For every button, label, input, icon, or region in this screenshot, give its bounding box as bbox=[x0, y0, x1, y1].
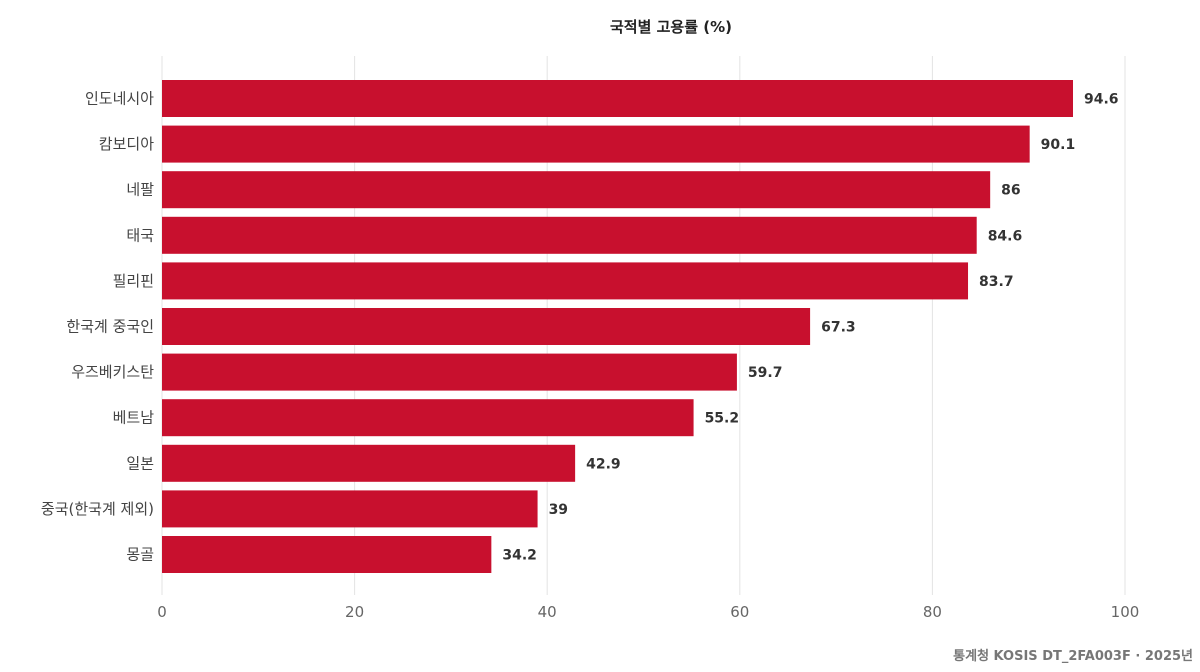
bar bbox=[162, 444, 576, 482]
category-label: 몽골 bbox=[126, 546, 154, 564]
bars bbox=[162, 80, 1073, 573]
x-tick-label: 20 bbox=[345, 603, 364, 621]
x-tick-label: 80 bbox=[923, 603, 942, 621]
bar bbox=[162, 262, 969, 300]
bar bbox=[162, 171, 991, 209]
data-label: 84.6 bbox=[988, 228, 1023, 244]
category-label: 일본 bbox=[126, 454, 154, 472]
category-label: 필리핀 bbox=[113, 272, 154, 290]
x-tick-label: 0 bbox=[157, 603, 167, 621]
category-label: 네팔 bbox=[126, 181, 154, 199]
category-label: 태국 bbox=[126, 226, 154, 244]
bar bbox=[162, 125, 1030, 163]
data-label: 94.6 bbox=[1084, 92, 1119, 108]
data-labels: 94.6 90.1 86 84.6 83.7 67.3 59.7 55.2 42.9 39 34.2 bbox=[502, 92, 1118, 564]
category-label: 인도네시아 bbox=[85, 90, 154, 108]
category-label: 중국(한국계 제외) bbox=[41, 500, 154, 518]
category-label: 베트남 bbox=[113, 409, 155, 427]
bar bbox=[162, 216, 977, 254]
data-label: 86 bbox=[1001, 183, 1020, 199]
data-label: 83.7 bbox=[979, 274, 1014, 290]
chart-title: 국적별 고용률 (%) bbox=[610, 18, 732, 36]
x-tick-label: 40 bbox=[538, 603, 557, 621]
x-tick-label: 100 bbox=[1111, 603, 1140, 621]
data-label: 59.7 bbox=[748, 365, 783, 381]
bar bbox=[162, 536, 492, 573]
x-axis: 0 20 40 60 80 100 bbox=[157, 603, 1139, 621]
bar bbox=[162, 353, 737, 391]
category-label: 우즈베키스탄 bbox=[71, 363, 154, 381]
data-label: 55.2 bbox=[705, 411, 740, 427]
bar bbox=[162, 80, 1073, 117]
data-label: 67.3 bbox=[821, 320, 856, 336]
bar bbox=[162, 490, 538, 528]
category-label: 캄보디아 bbox=[99, 135, 154, 153]
bar bbox=[162, 399, 694, 437]
data-label: 42.9 bbox=[586, 456, 621, 472]
data-label: 90.1 bbox=[1041, 137, 1076, 153]
category-label: 한국계 중국인 bbox=[66, 318, 154, 336]
data-label: 34.2 bbox=[502, 548, 537, 564]
source-note: 통계청 KOSIS DT_2FA003F · 2025년 bbox=[953, 648, 1193, 664]
data-label: 39 bbox=[549, 502, 568, 518]
x-tick-label: 60 bbox=[730, 603, 749, 621]
bar bbox=[162, 308, 811, 345]
